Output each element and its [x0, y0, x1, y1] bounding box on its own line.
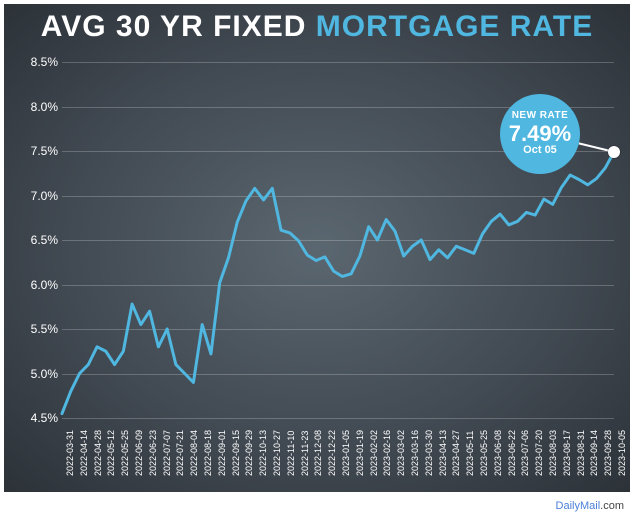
x-tick-label: 2023-10-05 — [617, 430, 627, 476]
rate-callout-bubble: NEW RATE 7.49% Oct 05 — [500, 94, 580, 174]
stage: AVG 30 YR FIXED MORTGAGE RATE 4.5%5.0%5.… — [0, 0, 634, 518]
rate-series-line — [62, 152, 614, 414]
x-tick-label: 2023-08-31 — [576, 430, 586, 476]
x-tick-label: 2022-10-27 — [272, 430, 282, 476]
x-tick-label: 2022-12-22 — [327, 430, 337, 476]
x-tick-label: 2023-03-02 — [396, 430, 406, 476]
attribution-part2: .com — [600, 500, 624, 512]
x-tick-label: 2023-02-02 — [369, 430, 379, 476]
x-tick-label: 2022-08-18 — [203, 430, 213, 476]
x-tick-label: 2023-09-28 — [603, 430, 613, 476]
series-end-marker — [608, 146, 620, 158]
x-tick-label: 2022-09-29 — [244, 430, 254, 476]
x-tick-label: 2023-06-08 — [493, 430, 503, 476]
x-tick-label: 2022-09-01 — [217, 430, 227, 476]
x-tick-label: 2022-11-23 — [300, 431, 310, 476]
x-tick-label: 2023-05-25 — [479, 430, 489, 476]
x-tick-label: 2023-01-05 — [341, 430, 351, 476]
attribution-part1: DailyMail — [556, 500, 601, 512]
x-tick-label: 2022-04-14 — [79, 430, 89, 476]
x-tick-label: 2023-07-20 — [534, 430, 544, 476]
callout-value: 7.49% — [509, 122, 571, 145]
x-tick-label: 2023-06-22 — [507, 430, 517, 476]
x-tick-label: 2023-08-17 — [562, 430, 572, 476]
x-tick-label: 2023-03-16 — [410, 430, 420, 476]
x-tick-label: 2022-08-04 — [189, 430, 199, 476]
x-tick-label: 2023-04-13 — [438, 430, 448, 476]
x-tick-label: 2022-12-08 — [313, 430, 323, 476]
attribution: DailyMail.com — [556, 500, 624, 512]
callout-label-bottom: Oct 05 — [523, 145, 557, 157]
x-tick-label: 2022-07-21 — [175, 430, 185, 476]
x-tick-label: 2022-10-13 — [258, 430, 268, 476]
x-tick-label: 2023-03-30 — [424, 430, 434, 476]
x-tick-label: 2023-02-16 — [382, 430, 392, 476]
x-tick-label: 2023-05-11 — [465, 431, 475, 476]
x-tick-label: 2022-04-28 — [93, 430, 103, 476]
x-tick-label: 2023-04-27 — [451, 430, 461, 476]
x-tick-label: 2022-06-23 — [148, 430, 158, 476]
x-tick-label: 2023-09-14 — [589, 430, 599, 476]
x-tick-label: 2023-01-19 — [355, 430, 365, 476]
x-tick-label: 2022-07-07 — [162, 430, 172, 476]
x-tick-label: 2022-11-10 — [286, 431, 296, 476]
x-tick-label: 2023-07-06 — [520, 430, 530, 476]
x-tick-label: 2022-05-25 — [120, 430, 130, 476]
x-tick-label: 2023-08-03 — [548, 430, 558, 476]
x-tick-label: 2022-05-12 — [106, 430, 116, 476]
x-tick-label: 2022-09-15 — [231, 430, 241, 476]
source-text: Source: Freddie Mac — [6, 503, 90, 514]
x-tick-label: 2022-06-09 — [134, 430, 144, 476]
x-tick-label: 2022-03-31 — [65, 430, 75, 476]
